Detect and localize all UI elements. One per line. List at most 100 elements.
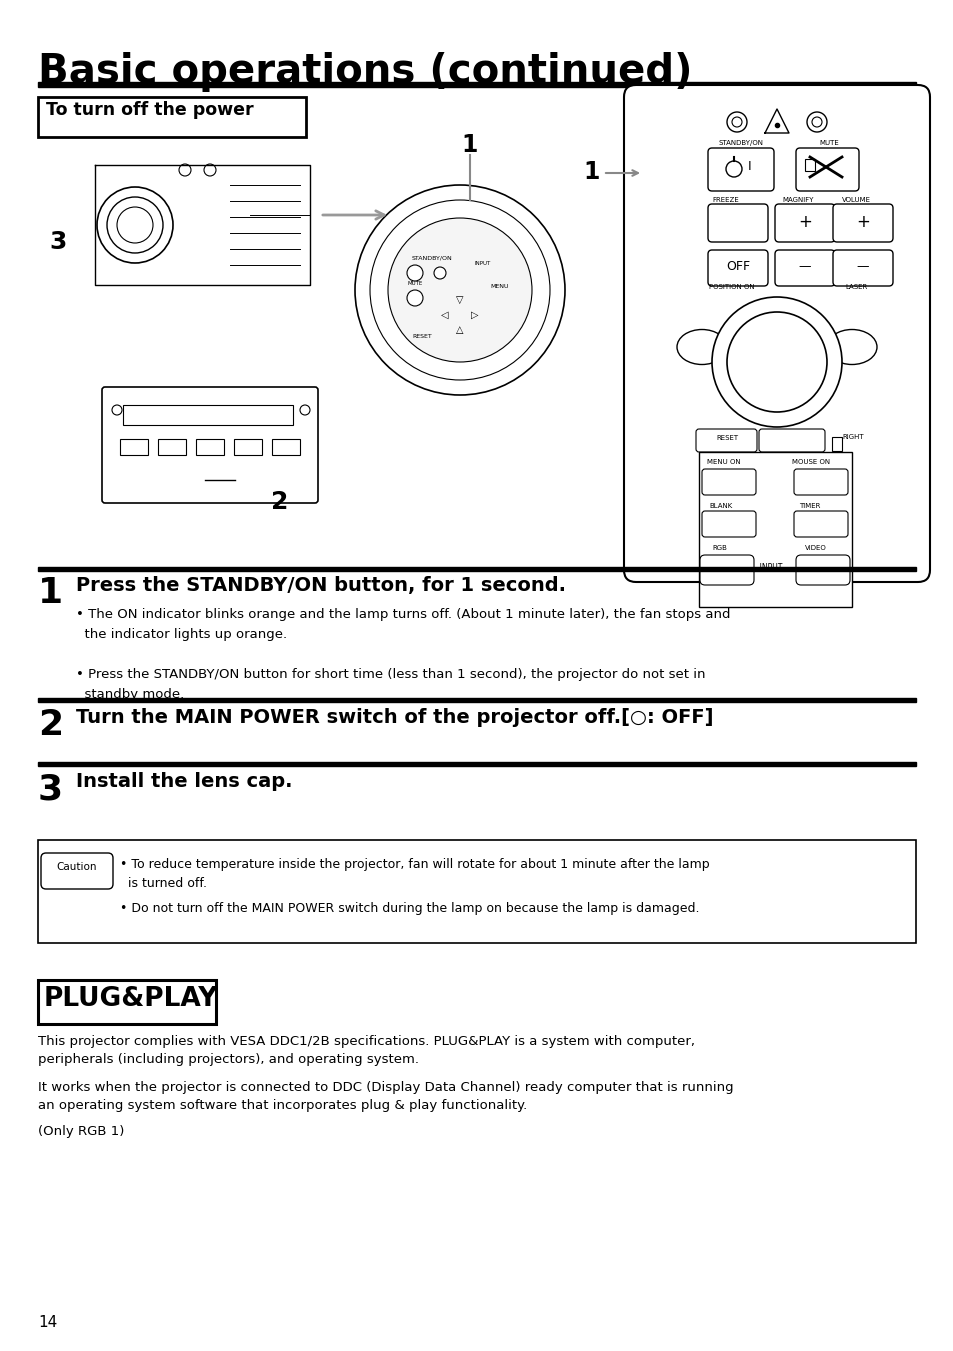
Bar bbox=[804, 159, 814, 172]
Text: ▽: ▽ bbox=[456, 295, 463, 305]
FancyBboxPatch shape bbox=[701, 469, 755, 494]
Text: INPUT: INPUT bbox=[475, 261, 491, 266]
Text: +: + bbox=[798, 213, 811, 231]
Text: —: — bbox=[856, 261, 868, 273]
Text: 14: 14 bbox=[38, 1315, 57, 1329]
Text: MUTE: MUTE bbox=[407, 281, 422, 286]
Ellipse shape bbox=[677, 330, 726, 365]
Bar bbox=[831, 436, 841, 451]
Text: STANDBY/ON: STANDBY/ON bbox=[718, 141, 762, 146]
Polygon shape bbox=[95, 165, 310, 285]
Text: Press the STANDBY/ON button, for 1 second.: Press the STANDBY/ON button, for 1 secon… bbox=[76, 576, 565, 594]
Text: To turn off the power: To turn off the power bbox=[46, 101, 253, 119]
FancyBboxPatch shape bbox=[793, 469, 847, 494]
Text: VIDEO: VIDEO bbox=[804, 544, 826, 551]
Text: It works when the projector is connected to DDC (Display Data Channel) ready com: It works when the projector is connected… bbox=[38, 1081, 733, 1094]
Text: VOLUME: VOLUME bbox=[841, 197, 870, 203]
Circle shape bbox=[434, 267, 446, 280]
Text: POSITION ON: POSITION ON bbox=[708, 284, 754, 290]
FancyBboxPatch shape bbox=[707, 149, 773, 190]
Text: • Press the STANDBY/ON button for short time (less than 1 second), the projector: • Press the STANDBY/ON button for short … bbox=[76, 667, 705, 701]
Bar bbox=[699, 453, 851, 607]
Text: MUTE: MUTE bbox=[819, 141, 838, 146]
Text: Turn the MAIN POWER switch of the projector off.[○: OFF]: Turn the MAIN POWER switch of the projec… bbox=[76, 708, 713, 727]
Bar bbox=[38, 840, 915, 943]
Bar bbox=[120, 439, 148, 455]
Circle shape bbox=[811, 118, 821, 127]
Text: Install the lens cap.: Install the lens cap. bbox=[76, 771, 293, 790]
FancyBboxPatch shape bbox=[774, 204, 834, 242]
Bar bbox=[38, 698, 915, 703]
Bar bbox=[38, 762, 915, 766]
FancyBboxPatch shape bbox=[41, 852, 112, 889]
Text: 2: 2 bbox=[271, 490, 289, 513]
Circle shape bbox=[407, 290, 422, 305]
FancyBboxPatch shape bbox=[696, 430, 757, 453]
FancyBboxPatch shape bbox=[832, 204, 892, 242]
Text: —: — bbox=[798, 261, 810, 273]
Text: TIMER: TIMER bbox=[799, 503, 820, 509]
Circle shape bbox=[726, 312, 826, 412]
Bar bbox=[38, 567, 915, 571]
Text: MENU: MENU bbox=[490, 284, 508, 289]
FancyBboxPatch shape bbox=[759, 430, 824, 453]
Circle shape bbox=[204, 163, 215, 176]
Bar bbox=[38, 97, 306, 136]
Text: △: △ bbox=[456, 326, 463, 335]
Text: This projector complies with VESA DDC1/2B specifications. PLUG&PLAY is a system : This projector complies with VESA DDC1/2… bbox=[38, 1035, 695, 1048]
Text: —INPUT—: —INPUT— bbox=[752, 563, 790, 571]
Circle shape bbox=[725, 161, 741, 177]
Text: peripherals (including projectors), and operating system.: peripherals (including projectors), and … bbox=[38, 1052, 418, 1066]
Text: MAGNIFY: MAGNIFY bbox=[781, 197, 813, 203]
FancyBboxPatch shape bbox=[774, 250, 834, 286]
Text: ▷: ▷ bbox=[471, 309, 478, 320]
Text: LASER: LASER bbox=[844, 284, 866, 290]
Circle shape bbox=[107, 197, 163, 253]
FancyBboxPatch shape bbox=[795, 149, 858, 190]
Circle shape bbox=[97, 186, 172, 263]
Bar bbox=[38, 979, 215, 1024]
Text: ◁: ◁ bbox=[441, 309, 448, 320]
Text: RIGHT: RIGHT bbox=[841, 434, 862, 440]
Text: OFF: OFF bbox=[725, 261, 749, 273]
Bar bbox=[233, 439, 262, 455]
Circle shape bbox=[726, 112, 746, 132]
Text: I: I bbox=[747, 161, 751, 173]
Text: Caution: Caution bbox=[56, 862, 97, 871]
Circle shape bbox=[407, 265, 422, 281]
Circle shape bbox=[388, 218, 532, 362]
Text: • Do not turn off the MAIN POWER switch during the lamp on because the lamp is d: • Do not turn off the MAIN POWER switch … bbox=[120, 902, 699, 915]
Circle shape bbox=[179, 163, 191, 176]
Text: FREEZE: FREEZE bbox=[711, 197, 738, 203]
Circle shape bbox=[112, 405, 122, 415]
Text: Basic operations (continued): Basic operations (continued) bbox=[38, 51, 692, 92]
FancyBboxPatch shape bbox=[793, 511, 847, 536]
FancyBboxPatch shape bbox=[795, 555, 849, 585]
Text: +: + bbox=[855, 213, 869, 231]
FancyBboxPatch shape bbox=[707, 204, 767, 242]
FancyBboxPatch shape bbox=[623, 85, 929, 582]
Text: 1: 1 bbox=[461, 132, 477, 157]
Circle shape bbox=[806, 112, 826, 132]
FancyBboxPatch shape bbox=[707, 250, 767, 286]
FancyBboxPatch shape bbox=[700, 555, 753, 585]
Text: 3: 3 bbox=[50, 230, 67, 254]
Circle shape bbox=[355, 185, 564, 394]
Text: BLANK: BLANK bbox=[708, 503, 732, 509]
Circle shape bbox=[117, 207, 152, 243]
Text: STANDBY/ON: STANDBY/ON bbox=[411, 255, 452, 261]
Text: RGB: RGB bbox=[711, 544, 726, 551]
Text: • To reduce temperature inside the projector, fan will rotate for about 1 minute: • To reduce temperature inside the proje… bbox=[120, 858, 709, 890]
Text: RESET: RESET bbox=[715, 435, 738, 440]
Circle shape bbox=[370, 200, 550, 380]
Text: 1: 1 bbox=[583, 159, 599, 184]
Text: • The ON indicator blinks orange and the lamp turns off. (About 1 minute later),: • The ON indicator blinks orange and the… bbox=[76, 608, 730, 640]
Text: an operating system software that incorporates plug & play functionality.: an operating system software that incorp… bbox=[38, 1098, 527, 1112]
Ellipse shape bbox=[826, 330, 876, 365]
Bar bbox=[272, 439, 299, 455]
Text: 3: 3 bbox=[38, 771, 63, 807]
Circle shape bbox=[711, 297, 841, 427]
Text: MENU ON: MENU ON bbox=[706, 459, 740, 465]
Circle shape bbox=[731, 118, 741, 127]
Text: (Only RGB 1): (Only RGB 1) bbox=[38, 1125, 124, 1138]
